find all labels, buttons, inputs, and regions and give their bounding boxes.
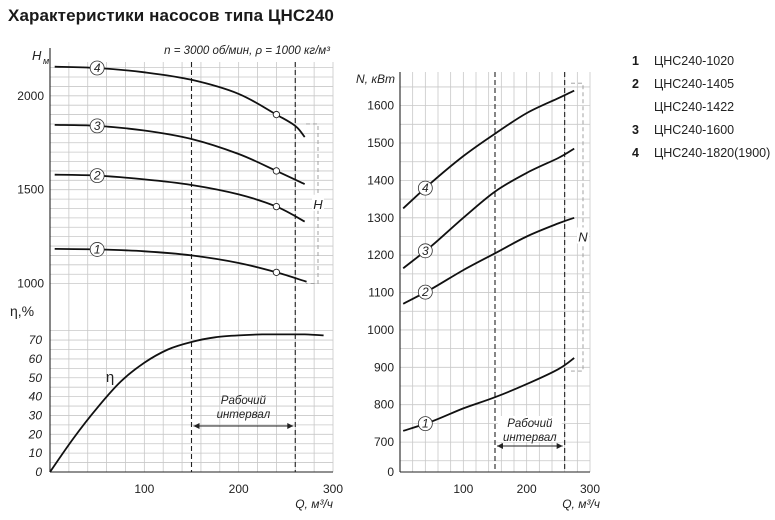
efficiency-tick-label: 50 [29,371,43,385]
power-curve-label-circle [417,284,433,300]
right-grid [399,72,591,472]
head-curve-label-circle [89,118,105,134]
power-curve-label: 1 [422,417,429,431]
power-tick-label: 1500 [367,136,394,150]
x-axis-label: Q, м³/ч [562,497,600,511]
head-point-marker [272,268,281,276]
legend-label: ЦНС240-1600 [654,123,735,137]
efficiency-tick-label: 10 [29,446,43,460]
efficiency-tick-label: 70 [29,333,43,347]
efficiency-tick-label: 20 [28,427,43,441]
working-interval-label: Рабочий [221,395,267,407]
legend-label: ЦНС240-1820(1900) [654,146,771,160]
power-bracket-label: N [578,229,588,244]
efficiency-tick-label: 40 [29,390,43,404]
efficiency-curve-label: η [106,369,114,386]
head-point-marker [272,167,281,175]
head-curve-label: 1 [94,242,101,256]
power-tick-label: 1600 [367,99,394,113]
legend-number: 2 [632,77,639,91]
interval-label-bg [497,416,562,442]
power-tick-label: 900 [374,360,394,374]
power-tick-label: 800 [374,398,394,412]
efficiency-axis-label: η,% [10,303,34,319]
efficiency-curve [49,333,324,473]
power-curve-label: 2 [421,285,429,299]
working-interval-label: Рабочий [507,418,553,430]
power-curve-label: 4 [422,181,429,195]
arrow-head [497,443,503,449]
left-grid [49,62,334,473]
head-curve-label-circle [89,168,105,184]
speed-density-header: n = 3000 об/мин, ρ = 1000 кг/м³ [164,45,331,57]
power-curve-label-circle [417,416,433,432]
x-tick-label: 100 [134,482,154,496]
power-bracket-bg [577,227,589,244]
power-tick-label: 1100 [368,286,394,300]
head-axis-label: H [32,48,42,63]
legend-number: 3 [632,123,639,137]
head-tick-label: 2000 [17,89,44,103]
head-curve-label-circle [89,60,105,76]
legend-number: 1 [632,54,639,68]
arrow-head [193,423,200,429]
legend-label: ЦНС240-1020 [654,54,735,68]
power-curve-4 [402,89,575,210]
x-tick-label: 300 [323,482,343,496]
head-bracket-bg [312,194,324,211]
head-point-marker [272,202,281,211]
x-axis-label: Q, м³/ч [295,497,333,511]
power-zero-label: 0 [387,465,394,479]
working-interval-label: интервал [503,432,557,444]
head-tick-label: 1000 [17,277,44,291]
head-tick-label: 1500 [17,183,44,197]
head-axis-label-sub: м [43,56,49,66]
efficiency-tick-label: 0 [35,465,42,479]
chart-title: Характеристики насосов типа ЦНС240 [8,6,334,25]
legend-label: ЦНС240-1422 [654,100,735,114]
efficiency-tick-label: 60 [29,352,43,366]
power-tick-label: 1000 [367,323,394,337]
arrow-head [287,423,294,429]
efficiency-tick-label: 30 [29,408,43,422]
head-point-marker [272,110,281,119]
arrow-head [556,443,563,449]
power-tick-label: 700 [374,435,394,449]
power-bracket [571,82,584,372]
power-curve-label-circle [417,180,433,196]
head-curve-label: 4 [94,61,101,75]
legend-number: 4 [632,146,639,160]
power-curve-3 [402,147,575,269]
head-curve-label: 3 [94,119,101,133]
head-curve-2 [54,173,306,223]
x-tick-label: 100 [453,482,473,496]
power-curve-label-circle [417,243,433,259]
working-interval-label: интервал [217,409,271,421]
power-curve-label: 3 [422,244,429,258]
legend-label: ЦНС240-1405 [654,77,735,91]
head-bracket-label: H [313,197,323,212]
power-axis-label: N, кВт [356,72,395,86]
power-tick-label: 1300 [367,211,394,225]
x-tick-label: 300 [580,482,600,496]
power-tick-label: 1200 [367,248,394,262]
x-tick-label: 200 [229,482,249,496]
power-tick-label: 1400 [367,173,394,187]
head-curve-label-circle [89,242,105,257]
head-curve-label: 2 [93,169,101,183]
x-tick-label: 200 [517,482,537,496]
